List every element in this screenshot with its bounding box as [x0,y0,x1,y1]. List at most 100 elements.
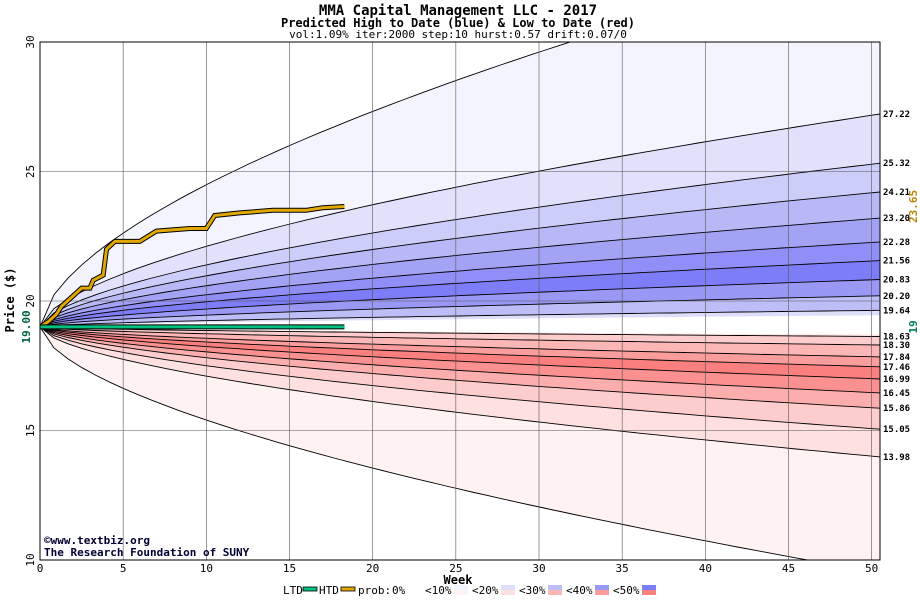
band-boundary-line [40,162,880,328]
credit-url: ©www.textbiz.org [44,534,150,547]
band-boundary-line [40,279,880,328]
band-end-label: 15.05 [883,425,910,435]
band-boundary-line [40,42,572,328]
band-boundary-line [40,326,880,358]
low-band-fill [40,326,880,337]
y-tick-label: 20 [24,294,37,307]
legend-prob-swatch-bottom [454,590,468,595]
y-axis-label: Price ($) [3,267,17,332]
htd-series-line [40,205,345,329]
legend-prob-swatch-top [642,585,656,590]
y-tick-label: 10 [24,553,37,566]
credit-org: The Research Foundation of SUNY [44,546,250,559]
x-tick-label: 20 [366,562,379,575]
high-band-fill [40,218,880,327]
legend-prob-swatch-bottom [548,590,562,595]
x-axis-label: Week [444,573,474,587]
legend-htd-label: HTD [319,584,339,597]
low-band-fill [40,326,880,430]
legend-prob-swatch-top [501,585,515,590]
low-band-fill [40,326,880,409]
high-band-fill [40,260,880,327]
band-boundary-line [40,326,880,409]
bands-group [40,42,880,560]
high-band-fill [40,42,880,327]
band-boundary-line [40,217,880,328]
x-tick-label: 0 [37,562,44,575]
band-boundary-line [40,326,880,380]
y-tick-label: 30 [24,35,37,48]
legend-prob-swatch-bottom [407,590,421,595]
x-tick-label: 35 [616,562,629,575]
high-band-fill [40,279,880,327]
legend-ltd-swatch [302,586,318,592]
high-band-fill [40,163,880,327]
high-band-fill [40,114,880,327]
legend-prob-label: <30% [519,584,546,597]
band-end-label: 20.20 [883,292,910,302]
band-boundary-line [40,260,880,328]
right-axis-value-label: 23.65 [907,190,920,223]
x-tick-label: 10 [200,562,213,575]
legend-prob-swatch-bottom [501,590,515,595]
chart-params: vol:1.09% iter:2000 step:10 hurst:0.57 d… [289,28,627,41]
low-band-fill [40,326,880,357]
legend: LTD HTD prob: 0% <10% <20% <30% <40% <50% [283,584,656,597]
band-end-label: 16.45 [883,389,910,399]
low-band-fill [40,326,880,379]
band-end-label: 22.28 [883,238,910,248]
x-tick-label: 25 [449,562,462,575]
legend-prob-label: <10% [425,584,452,597]
legend-prob-swatch-top [595,585,609,590]
legend-ltd-label: LTD [283,584,303,597]
low-band-fill [40,326,880,393]
x-tick-label: 15 [283,562,296,575]
right-axis-value-label: 19 [907,320,920,333]
band-boundary-line [40,326,880,368]
y-tick-label: 25 [24,165,37,178]
x-tick-label: 50 [865,562,878,575]
legend-prob-swatch-bottom [642,590,656,595]
band-boundary-line [40,326,880,394]
band-end-label: 25.32 [883,159,910,169]
chart-subtitle: Predicted High to Date (blue) & Low to D… [281,16,635,30]
x-tick-label: 40 [699,562,712,575]
legend-prob-prefix: prob: [358,584,391,597]
high-band-fill [40,310,880,327]
legend-prob-label: 0% [392,584,406,597]
legend-prob-swatch-top [454,585,468,590]
band-end-label: 17.46 [883,363,910,373]
band-boundary-line [40,326,880,346]
band-end-label: 16.99 [883,375,910,385]
legend-prob-label: <50% [613,584,640,597]
band-end-label: 20.83 [883,276,910,286]
low-band-fill [40,326,880,560]
band-end-label: 19.64 [883,306,911,316]
band-end-label: 27.22 [883,110,910,120]
legend-prob-label: <20% [472,584,499,597]
band-boundary-line [40,326,811,560]
legend-htd-swatch [340,586,356,592]
band-boundary-line [40,295,880,328]
plot-frame [39,41,881,561]
x-tick-label: 5 [120,562,127,575]
band-boundary-line [40,309,880,328]
legend-prob-swatch-bottom [595,590,609,595]
band-end-label: 21.56 [883,257,910,267]
band-end-label: 13.98 [883,453,910,463]
band-boundary-line [40,113,880,328]
band-end-label: 15.86 [883,404,910,414]
band-boundary-line [40,326,880,337]
band-end-label: 17.84 [883,353,911,363]
band-end-label: 24.21 [883,188,910,198]
legend-prob-swatch-top [548,585,562,590]
legend-prob-label: <40% [566,584,593,597]
high-band-fill [40,192,880,327]
band-end-label: 18.63 [883,332,910,342]
band-end-label: 23.20 [883,214,910,224]
low-band-fill [40,326,880,457]
chart-title: MMA Capital Management LLC - 2017 [319,3,597,19]
x-tick-label: 45 [782,562,795,575]
band-boundary-line [40,326,880,458]
